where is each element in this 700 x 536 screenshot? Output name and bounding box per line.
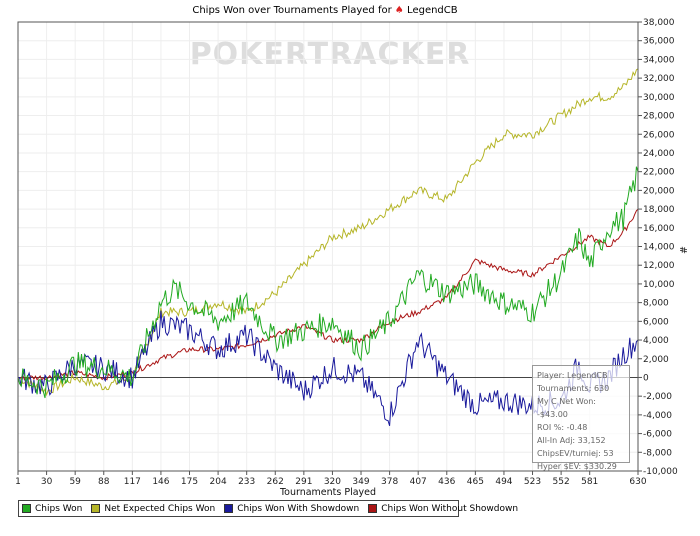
legend-label-2: Chips Won With Showdown [237, 503, 360, 514]
legend-label-1: Net Expected Chips Won [104, 503, 216, 514]
y-tick-label-1: -8,000 [643, 448, 672, 458]
x-tick-label-0: 1 [15, 477, 21, 487]
stats-tournaments: Tournaments: 630 [537, 384, 610, 393]
y-tick-label-24: 38,000 [643, 18, 675, 28]
x-tick-label-10: 291 [295, 477, 312, 487]
x-tick-label-1: 30 [41, 477, 53, 487]
chart-title: Chips Won over Tournaments Played for ♠ … [0, 5, 650, 16]
legend-item-1: Net Expected Chips Won [91, 504, 215, 514]
legend-swatch-1 [91, 504, 101, 513]
legend-label-0: Chips Won [35, 503, 83, 514]
x-tick-label-17: 494 [495, 477, 512, 487]
y-tick-label-5: 0 [643, 373, 649, 383]
series-line-chips-won [17, 166, 639, 399]
y-tick-label-8: 6,000 [643, 317, 669, 327]
x-tick-label-11: 320 [324, 477, 341, 487]
x-tick-label-8: 233 [238, 477, 255, 487]
y-tick-label-4: -2,000 [643, 392, 672, 402]
y-tick-label-11: 12,000 [643, 261, 675, 271]
watermark-text: POKERTRACKER [190, 37, 471, 72]
y-axis-title: # [677, 246, 688, 254]
x-tick-label-18: 523 [524, 477, 541, 487]
x-tick-label-4: 117 [124, 477, 141, 487]
x-tick-label-16: 465 [467, 477, 484, 487]
y-tick-label-9: 8,000 [643, 299, 669, 309]
y-tick-label-22: 34,000 [643, 55, 675, 65]
legend: Chips Won Net Expected Chips Won Chips Won… [18, 500, 518, 517]
stats-box: Player: LegendCB Tournaments: 630 My C N… [532, 365, 630, 471]
x-tick-label-3: 88 [98, 477, 110, 487]
y-tick-label-7: 4,000 [643, 336, 669, 346]
stats-allin: All-In Adj: 33,152 [537, 436, 606, 445]
y-tick-label-6: 2,000 [643, 355, 669, 365]
x-axis-title: Tournaments Played [279, 487, 376, 498]
x-tick-label-12: 349 [352, 477, 369, 487]
stats-player: Player: LegendCB [537, 371, 608, 380]
y-tick-label-10: 10,000 [643, 280, 675, 290]
x-tick-label-19: 552 [553, 477, 570, 487]
spade-icon: ♠ [394, 5, 404, 16]
legend-swatch-0 [22, 504, 31, 513]
x-tick-label-20: 581 [581, 477, 598, 487]
x-tick-label-15: 436 [438, 477, 455, 487]
x-tick-label-6: 175 [181, 477, 198, 487]
y-tick-label-2: -6,000 [643, 430, 672, 440]
x-tick-label-7: 204 [210, 477, 227, 487]
y-tick-label-23: 36,000 [643, 37, 675, 47]
y-tick-label-14: 18,000 [643, 205, 675, 215]
y-tick-label-17: 24,000 [643, 149, 675, 159]
legend-label-3: Chips Won Without Showdown [381, 503, 519, 514]
x-tick-label-14: 407 [410, 477, 427, 487]
stats-hyper-ev: Hyper $EV: $330.29 [537, 462, 617, 471]
x-tick-label-2: 59 [69, 477, 81, 487]
y-tick-label-18: 26,000 [643, 130, 675, 140]
y-tick-label-3: -4,000 [643, 411, 672, 421]
y-tick-label-20: 30,000 [643, 93, 675, 103]
stats-net-won: My C Net Won: -$43.00 [537, 397, 596, 419]
y-tick-label-12: 14,000 [643, 243, 675, 253]
chart-title-text: Chips Won over Tournaments Played for [192, 5, 392, 16]
player-name: LegendCB [407, 5, 458, 16]
y-tick-label-16: 22,000 [643, 168, 675, 178]
x-tick-label-9: 262 [267, 477, 284, 487]
legend-item-2: Chips Won With Showdown [224, 504, 359, 514]
y-tick-label-15: 20,000 [643, 186, 675, 196]
x-tick-label-21: 630 [629, 477, 646, 487]
stats-chipsev: ChipsEV/turniej: 53 [537, 449, 614, 458]
x-tick-label-5: 146 [152, 477, 169, 487]
legend-item-0: Chips Won [22, 504, 82, 514]
legend-swatch-2 [224, 504, 234, 513]
legend-swatch-3 [368, 504, 378, 513]
legend-item-3: Chips Won Without Showdown [368, 504, 518, 514]
y-tick-label-19: 28,000 [643, 112, 675, 122]
x-tick-label-13: 378 [381, 477, 398, 487]
y-tick-label-13: 16,000 [643, 224, 675, 234]
stats-roi: ROI %: -0.48 [537, 423, 588, 432]
y-tick-label-0: -10,000 [643, 467, 678, 477]
y-tick-label-21: 32,000 [643, 74, 675, 84]
